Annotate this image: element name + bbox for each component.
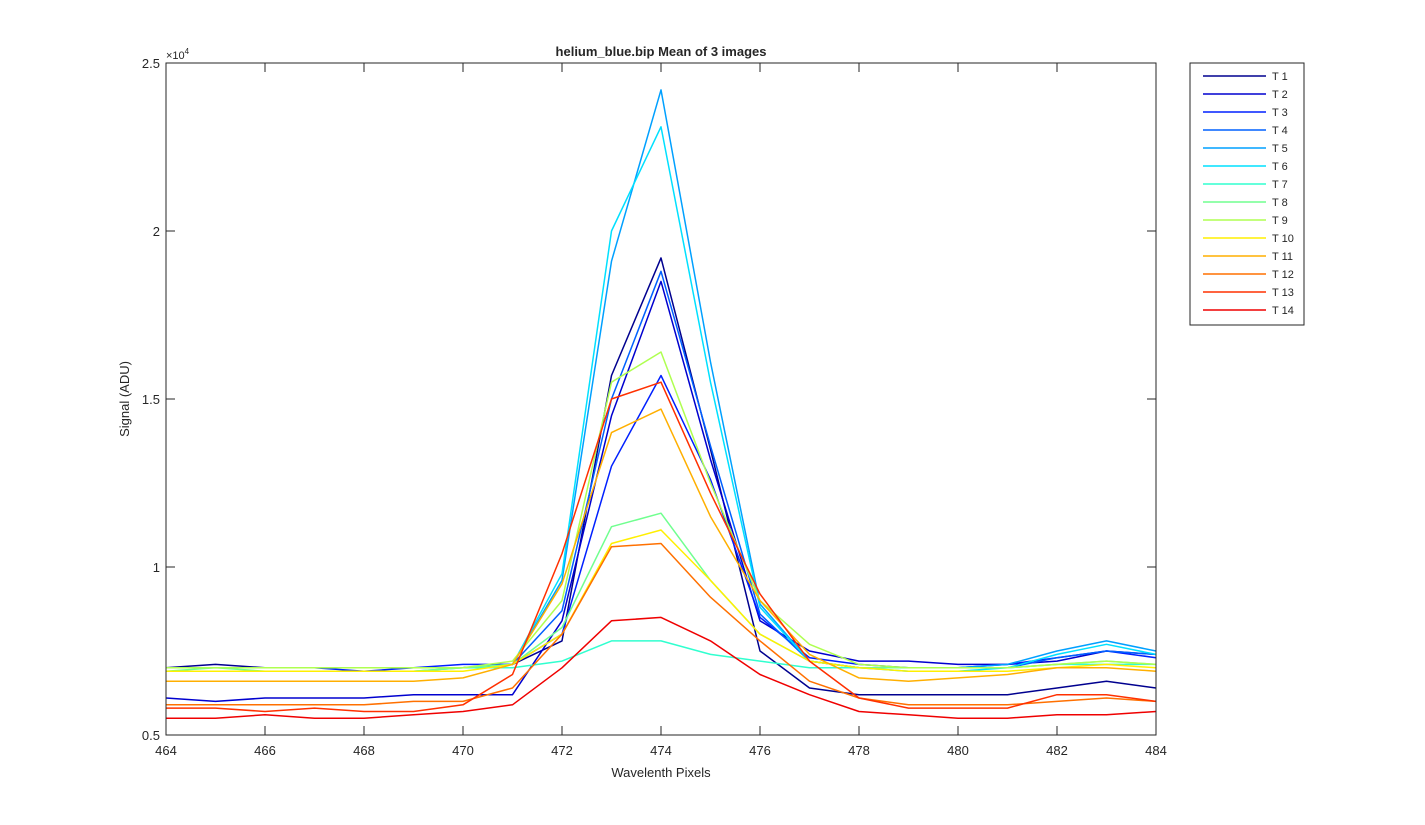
- series-line-11: [166, 408, 1157, 682]
- y-exponent-power: 4: [185, 47, 190, 56]
- x-tick-label: 476: [749, 743, 771, 758]
- x-axis-ticks: 464 466 468 470 472 474 476 478 480 482 484: [155, 63, 1167, 758]
- x-tick-label: 478: [848, 743, 870, 758]
- legend-label-1: T 1: [1272, 71, 1288, 83]
- y-tick-label: 1.5: [142, 392, 160, 407]
- legend-label-2: T 2: [1272, 89, 1288, 101]
- legend-box: [1189, 62, 1305, 326]
- legend-label-6: T 6: [1272, 161, 1288, 173]
- series-line-14: [166, 616, 1157, 719]
- series-line-9: [166, 351, 1157, 669]
- plot-area: [166, 63, 1156, 735]
- legend-label-8: T 8: [1272, 197, 1288, 209]
- x-tick-label: 464: [155, 743, 177, 758]
- y-axis-label: Signal (ADU): [117, 361, 132, 437]
- y-tick-label: 2.5: [142, 56, 160, 71]
- chart-title: helium_blue.bip Mean of 3 images: [556, 44, 767, 59]
- axes: 464 466 468 470 472 474 476 478 480 482 484 0.5 1 1.…: [142, 56, 1167, 758]
- x-tick-label: 472: [551, 743, 573, 758]
- series-lines: [165, 89, 1157, 719]
- legend-label-5: T 5: [1272, 143, 1288, 155]
- series-line-2: [165, 280, 1157, 703]
- legend: T 1 T 2 T 3 T 4 T 5 T 6 T 7 T 8 T 9 T 10 T 11 T 12 T…: [1189, 62, 1305, 326]
- legend-label-14: T 14: [1272, 305, 1294, 317]
- x-tick-label: 480: [947, 743, 969, 758]
- y-exponent-base: ×10: [166, 50, 185, 62]
- legend-label-10: T 10: [1272, 233, 1294, 245]
- legend-label-3: T 3: [1272, 107, 1288, 119]
- x-tick-label: 484: [1145, 743, 1167, 758]
- y-tick-label: 1: [153, 560, 160, 575]
- y-axis-ticks: 0.5 1 1.5 2 2.5: [142, 56, 1156, 743]
- series-line-13: [166, 381, 1157, 713]
- series-line-12: [166, 542, 1157, 706]
- x-tick-label: 470: [452, 743, 474, 758]
- legend-label-11: T 11: [1272, 251, 1293, 263]
- series-line-10: [166, 529, 1157, 672]
- legend-label-9: T 9: [1272, 215, 1288, 227]
- legend-items: T 1 T 2 T 3 T 4 T 5 T 6 T 7 T 8 T 9 T 10 T 11 T 12 T…: [1203, 71, 1294, 317]
- x-tick-label: 468: [353, 743, 375, 758]
- legend-label-12: T 12: [1272, 269, 1294, 281]
- legend-label-4: T 4: [1272, 125, 1288, 137]
- legend-label-13: T 13: [1272, 287, 1294, 299]
- legend-label-7: T 7: [1272, 179, 1288, 191]
- y-axis-exponent: ×104: [166, 47, 190, 62]
- y-tick-label: 0.5: [142, 728, 160, 743]
- x-tick-label: 482: [1046, 743, 1068, 758]
- x-axis-label: Wavelenth Pixels: [611, 765, 711, 780]
- x-tick-label: 466: [254, 743, 276, 758]
- y-tick-label: 2: [153, 224, 160, 239]
- x-tick-label: 474: [650, 743, 672, 758]
